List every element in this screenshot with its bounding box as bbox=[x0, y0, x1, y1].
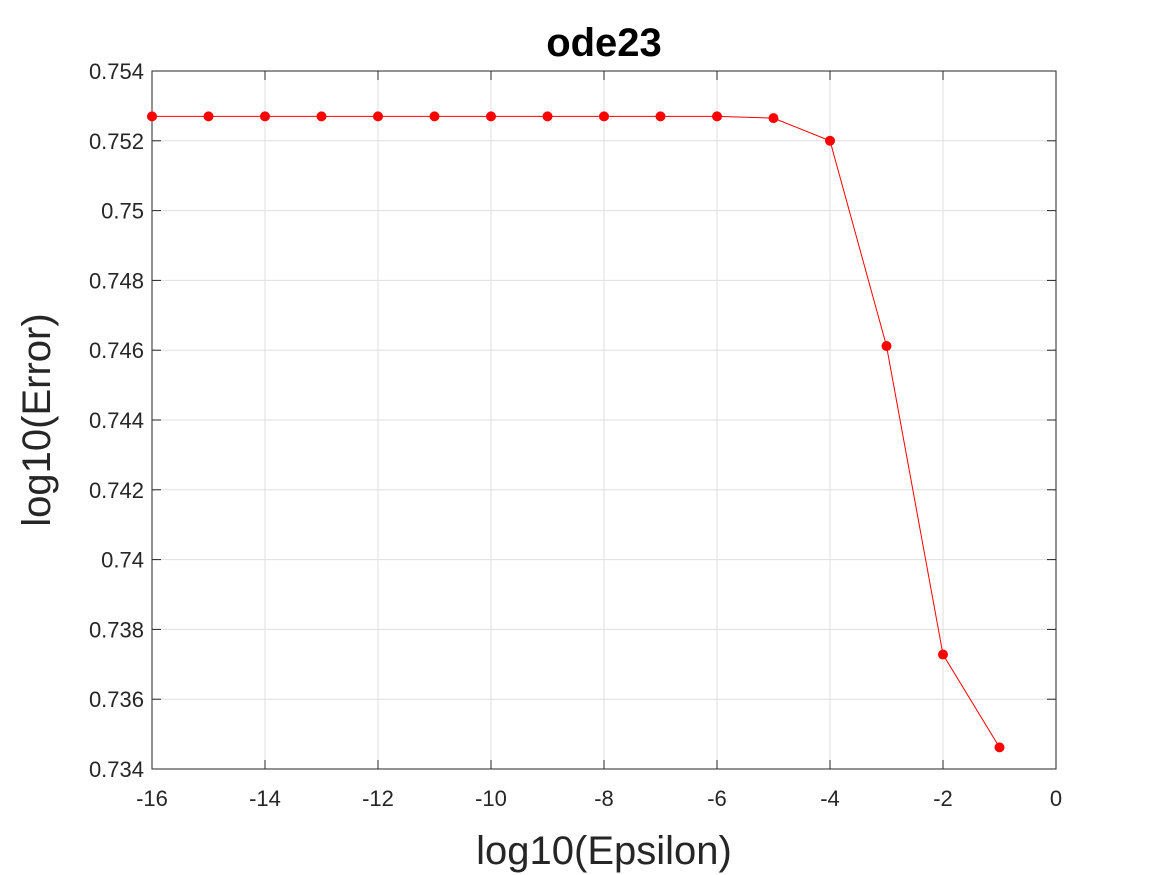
x-tick-label: -4 bbox=[820, 786, 840, 811]
data-point bbox=[712, 111, 722, 122]
data-point bbox=[768, 113, 779, 124]
data-point bbox=[429, 111, 440, 122]
series bbox=[147, 111, 1005, 753]
y-tick-label: 0.748 bbox=[89, 268, 144, 293]
data-point bbox=[316, 111, 327, 122]
data-point bbox=[373, 111, 383, 122]
x-tick-label: -2 bbox=[933, 786, 953, 811]
y-tick-label: 0.75 bbox=[101, 199, 144, 224]
data-point bbox=[260, 111, 270, 122]
y-tick-label: 0.752 bbox=[89, 129, 144, 154]
data-point bbox=[881, 341, 892, 352]
x-tick-label: -12 bbox=[362, 786, 394, 811]
data-point bbox=[994, 742, 1005, 753]
y-tick-label: 0.734 bbox=[89, 757, 144, 782]
x-tick-label: -10 bbox=[475, 786, 507, 811]
y-tick-label: 0.746 bbox=[89, 338, 144, 363]
x-axis-label: log10(Epsilon) bbox=[476, 829, 732, 873]
y-tick-labels: 0.734 0.736 0.738 0.74 0.742 0.744 0.746 0.748 0… bbox=[89, 59, 144, 782]
x-tick-labels: -16 -14 -12 -10 -8 -6 -4 -2 0 bbox=[136, 786, 1062, 811]
y-tick-label: 0.736 bbox=[89, 687, 144, 712]
data-point bbox=[825, 135, 835, 146]
x-tick-label: -8 bbox=[594, 786, 614, 811]
x-tick-label: -6 bbox=[707, 786, 727, 811]
x-tick-label: 0 bbox=[1050, 786, 1062, 811]
data-point bbox=[486, 111, 496, 122]
y-tick-label: 0.738 bbox=[89, 617, 144, 642]
grid bbox=[152, 71, 1056, 769]
series-line bbox=[152, 115, 1000, 748]
y-tick-label: 0.742 bbox=[89, 478, 144, 503]
chart-title: ode23 bbox=[546, 21, 662, 65]
y-axis-label: log10(Error) bbox=[15, 313, 59, 526]
plot-border bbox=[151, 70, 1057, 770]
data-point bbox=[147, 111, 157, 122]
y-tick-label: 0.74 bbox=[101, 548, 144, 573]
x-tick-label: -14 bbox=[249, 786, 281, 811]
data-point bbox=[938, 649, 948, 660]
data-point bbox=[542, 111, 553, 122]
data-point bbox=[599, 111, 609, 122]
x-tick-label: -16 bbox=[136, 786, 168, 811]
data-point bbox=[203, 111, 214, 122]
data-point bbox=[655, 111, 666, 122]
y-tick-label: 0.754 bbox=[89, 59, 144, 84]
y-tick-label: 0.744 bbox=[89, 408, 144, 433]
